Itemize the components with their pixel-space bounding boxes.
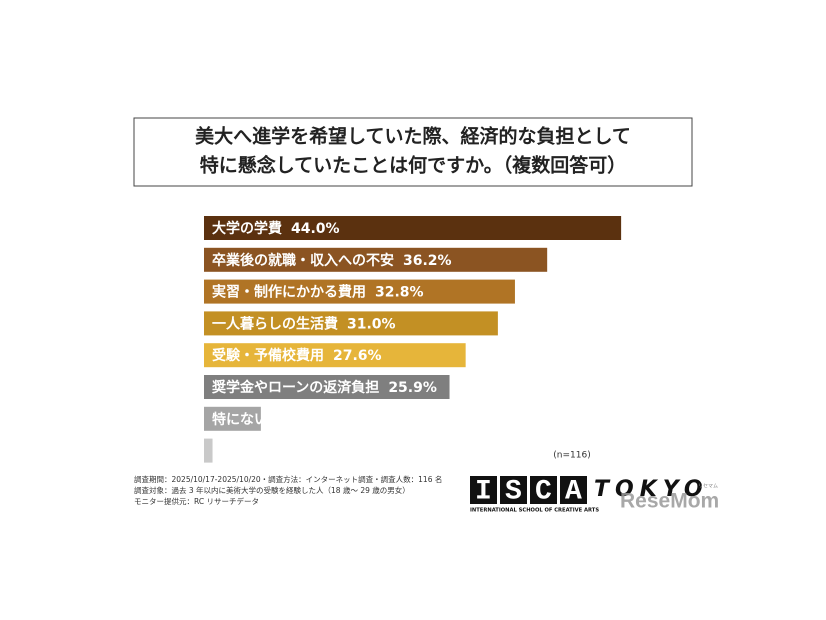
note: 調査期間：2025/10/17-2025/10/20・調査方法：インターネット調… [134, 474, 442, 484]
bar [204, 279, 515, 304]
bar-label: 一人暮らしの生活費 31.0% [212, 315, 396, 332]
title-box [133, 117, 693, 187]
sample-size: (n=116) [553, 451, 590, 461]
value-label: 36.2% [403, 253, 452, 269]
note: 調査対象：過去 3 年以内に美術大学の受験を経験した人（18 歳～ 29 歳の男… [134, 485, 410, 495]
bar [204, 438, 213, 463]
bar-label: 特にない 6.0% [212, 411, 316, 428]
value-label: 0.9% [263, 444, 302, 460]
logo-school: INTERNATIONAL SCHOOL OF CREATIVE ARTS [470, 508, 599, 514]
note: モニター提供元：RC リサーチデータ [134, 496, 259, 506]
chart-title: 特に懸念していたことは何ですか。（複数回答可） [200, 154, 627, 177]
watermark: ReseMom [620, 490, 719, 513]
logo-box [530, 476, 557, 504]
category-label: 大学の学費 [212, 220, 282, 237]
logo-box [560, 476, 587, 504]
value-label: 25.9% [388, 380, 437, 396]
category-label: 実習・制作にかかる費用 [212, 284, 366, 301]
bar [204, 406, 261, 431]
category-label: 特にない [212, 411, 268, 428]
category-label: 受験・予備校費用 [212, 347, 324, 364]
value-label: 27.6% [333, 348, 382, 364]
bar-label: その他 0.9% [212, 443, 302, 460]
category-label: 奨学金やローンの返済負担 [212, 379, 379, 396]
bar-label: 実習・制作にかかる費用 32.8% [212, 284, 424, 301]
bar [204, 375, 450, 399]
logo: ISCA TOKYO INTERNATIONAL SCHOOL OF CREAT… [470, 476, 709, 514]
value-label: 6.0% [277, 412, 316, 428]
bar-label: 大学の学費 44.0% [212, 220, 340, 237]
bar [204, 343, 466, 368]
bar-label: 卒業後の就職・収入への不安 36.2% [212, 252, 452, 269]
category-label: 一人暮らしの生活費 [212, 315, 338, 332]
logo-city: TOKYO [594, 477, 709, 502]
bar-label: 奨学金やローンの返済負担 25.9% [212, 379, 437, 396]
logo-box [500, 476, 527, 504]
value-label: 44.0% [291, 221, 340, 237]
bar [204, 247, 548, 272]
category-label: 卒業後の就職・収入への不安 [212, 252, 394, 269]
category-label: その他 [212, 443, 254, 460]
logo-box [470, 476, 497, 504]
value-label: 31.0% [347, 316, 396, 332]
logo-mark: ISCA [475, 476, 595, 507]
value-label: 32.8% [375, 285, 424, 301]
bar [204, 311, 498, 336]
watermark-kana: リセマム [698, 484, 718, 490]
bar-label: 受験・予備校費用 27.6% [212, 347, 382, 364]
bar [204, 216, 622, 240]
chart-title: 美大へ進学を希望していた際、経済的な負担として [195, 125, 631, 148]
